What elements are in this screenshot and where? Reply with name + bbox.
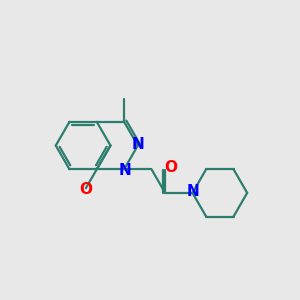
Text: O: O [164,160,177,175]
Text: N: N [187,184,200,199]
Text: N: N [132,136,145,152]
Text: O: O [80,182,92,197]
Text: N: N [118,163,131,178]
